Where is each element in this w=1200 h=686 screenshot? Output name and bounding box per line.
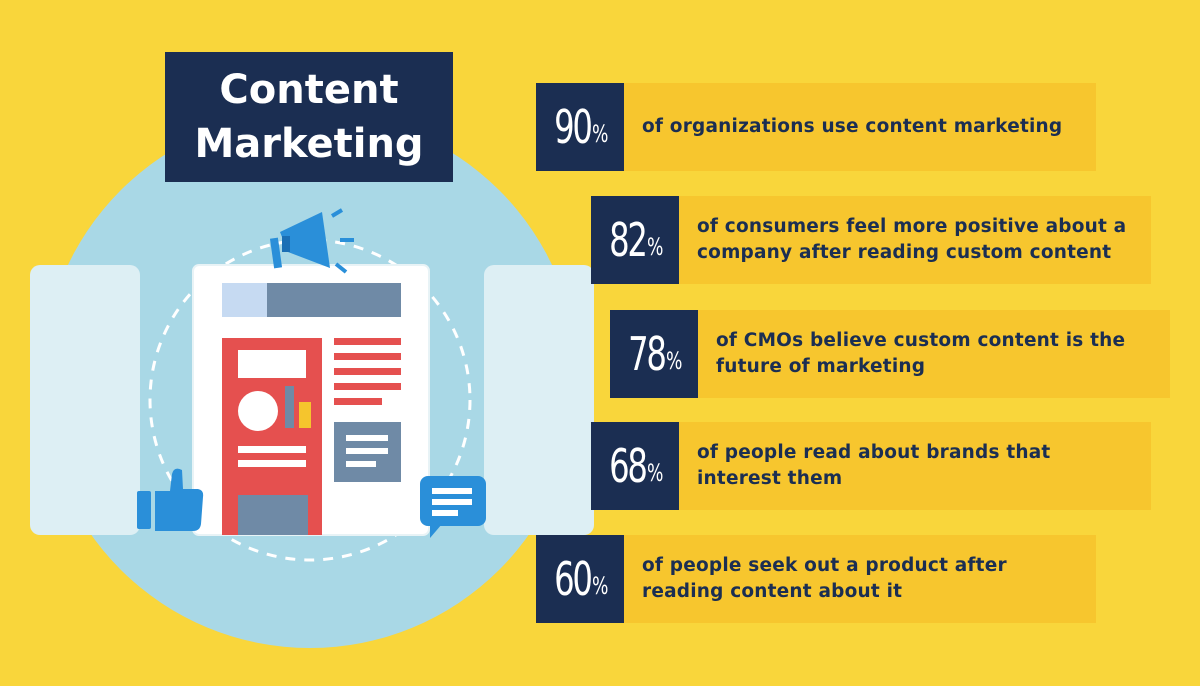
stat-description: of consumers feel more positive about a … [697, 216, 1127, 263]
stat-row: 60% of people seek out a product after r… [536, 535, 1096, 623]
stat-number: 90% [536, 83, 624, 171]
stat-description: of CMOs believe custom content is the fu… [716, 330, 1126, 377]
stat-number: 60% [536, 535, 624, 623]
page-title: Content Marketing [165, 52, 453, 182]
stat-row: 90% of organizations use content marketi… [536, 83, 1096, 171]
title-line-2: Marketing [194, 121, 424, 167]
dashed-orbit [148, 238, 472, 562]
thumbs-up-icon [137, 468, 204, 531]
chat-bubble-icon [420, 476, 486, 538]
stat-number: 78% [610, 310, 698, 398]
stat-description: of organizations use content marketing [642, 116, 1063, 137]
stat-description: of people seek out a product after readi… [642, 555, 1007, 602]
document-icon [192, 264, 430, 536]
stat-row: 82% of consumers feel more positive abou… [591, 196, 1151, 284]
stat-number: 68% [591, 422, 679, 510]
stat-row: 78% of CMOs believe custom content is th… [610, 310, 1170, 398]
title-line-1: Content [219, 67, 399, 113]
megaphone-icon [269, 208, 354, 274]
stat-number: 82% [591, 196, 679, 284]
left-panel [30, 265, 140, 535]
content-marketing-illustration [30, 112, 594, 648]
right-panel [484, 265, 594, 535]
stat-row: 68% of people read about brands that int… [591, 422, 1151, 510]
stat-description: of people read about brands that interes… [697, 442, 1051, 489]
